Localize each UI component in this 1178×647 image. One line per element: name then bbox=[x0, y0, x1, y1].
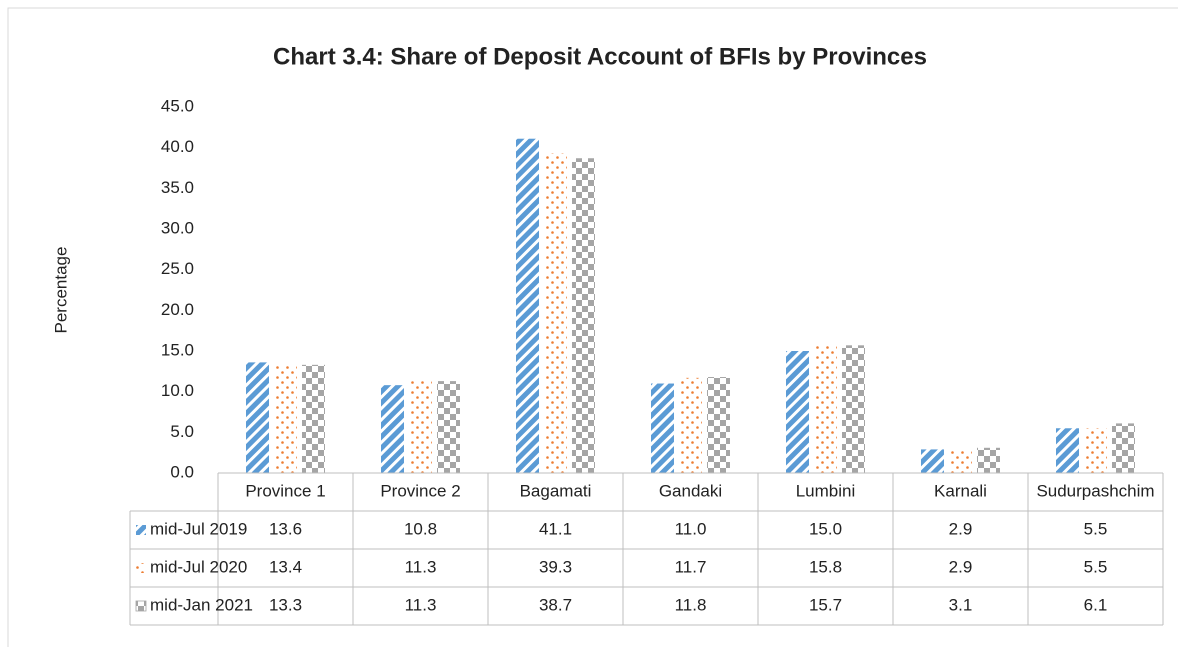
data-label: 11.0 bbox=[675, 519, 707, 538]
data-label: 5.5 bbox=[1084, 519, 1108, 538]
data-label: 15.8 bbox=[809, 557, 842, 576]
bar bbox=[246, 362, 269, 473]
data-label: 11.3 bbox=[405, 557, 437, 576]
data-label: 5.5 bbox=[1084, 557, 1108, 576]
bar bbox=[977, 447, 1000, 473]
bar bbox=[651, 383, 674, 473]
bar bbox=[516, 138, 539, 473]
bar bbox=[921, 449, 944, 473]
bar bbox=[949, 449, 972, 473]
bar bbox=[707, 377, 730, 473]
bar bbox=[302, 364, 325, 473]
y-tick-label: 15.0 bbox=[161, 340, 194, 359]
bar bbox=[381, 385, 404, 473]
y-tick-label: 35.0 bbox=[161, 178, 194, 197]
legend-key bbox=[135, 600, 147, 612]
data-label: 11.8 bbox=[675, 595, 707, 614]
data-label: 11.3 bbox=[405, 595, 437, 614]
x-tick-label: Province 2 bbox=[380, 481, 460, 500]
data-label: 39.3 bbox=[539, 557, 572, 576]
y-tick-label: 20.0 bbox=[161, 300, 194, 319]
bar bbox=[1056, 428, 1079, 473]
y-axis-label: Percentage bbox=[51, 247, 70, 334]
bar bbox=[544, 153, 567, 474]
x-tick-label: Gandaki bbox=[659, 481, 722, 500]
legend-label: mid-Jan 2021 bbox=[150, 595, 253, 614]
legend-key bbox=[136, 563, 146, 573]
y-tick-label: 40.0 bbox=[161, 137, 194, 156]
bar bbox=[786, 351, 809, 473]
x-tick-label: Lumbini bbox=[796, 481, 856, 500]
chart-border bbox=[7, 7, 1178, 647]
data-label: 6.1 bbox=[1084, 595, 1108, 614]
data-label: 13.4 bbox=[269, 557, 302, 576]
chart-title: Chart 3.4: Share of Deposit Account of B… bbox=[273, 43, 927, 70]
data-label: 3.1 bbox=[949, 595, 973, 614]
y-tick-label: 10.0 bbox=[161, 381, 194, 400]
data-label: 15.0 bbox=[809, 519, 842, 538]
data-label: 13.3 bbox=[269, 595, 302, 614]
x-tick-label: Sudurpashchim bbox=[1036, 481, 1154, 500]
data-label: 10.8 bbox=[404, 519, 437, 538]
x-tick-label: Bagamati bbox=[520, 481, 592, 500]
bar bbox=[679, 377, 702, 473]
bar bbox=[1084, 428, 1107, 473]
bar bbox=[814, 344, 837, 473]
data-label: 2.9 bbox=[949, 557, 973, 576]
bar bbox=[437, 381, 460, 473]
data-label: 38.7 bbox=[539, 595, 572, 614]
y-tick-label: 45.0 bbox=[161, 96, 194, 115]
bar bbox=[274, 364, 297, 473]
data-label: 11.7 bbox=[675, 557, 707, 576]
legend-key bbox=[136, 525, 146, 535]
data-label: 15.7 bbox=[809, 595, 842, 614]
legend-label: mid-Jul 2019 bbox=[150, 519, 247, 538]
x-tick-label: Karnali bbox=[934, 481, 987, 500]
bar bbox=[409, 381, 432, 473]
legend-label: mid-Jul 2020 bbox=[150, 557, 247, 576]
x-tick-label: Province 1 bbox=[245, 481, 325, 500]
data-label: 41.1 bbox=[539, 519, 572, 538]
y-tick-label: 30.0 bbox=[161, 218, 194, 237]
data-label: 2.9 bbox=[949, 519, 973, 538]
bar bbox=[572, 158, 595, 474]
y-tick-label: 25.0 bbox=[161, 259, 194, 278]
y-tick-label: 5.0 bbox=[170, 422, 194, 441]
y-tick-label: 0.0 bbox=[170, 462, 194, 481]
data-label: 13.6 bbox=[269, 519, 302, 538]
bar bbox=[842, 345, 865, 473]
bar bbox=[1112, 423, 1135, 473]
